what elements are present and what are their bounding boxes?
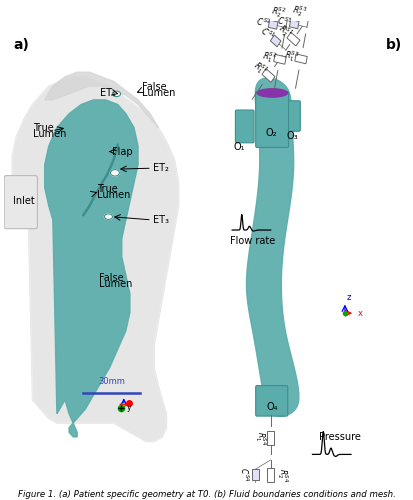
Text: Figure 1. (a) Patient specific geometry at T0. (b) Fluid boundaries conditions a: Figure 1. (a) Patient specific geometry … [18,490,395,499]
Text: a): a) [13,38,29,52]
Text: True: True [33,122,53,132]
Text: False: False [99,272,124,282]
Text: $R_2^{S2}$: $R_2^{S2}$ [269,3,286,20]
FancyBboxPatch shape [289,20,298,29]
Ellipse shape [112,91,120,96]
FancyBboxPatch shape [255,386,287,416]
Text: Inlet: Inlet [13,196,34,206]
FancyBboxPatch shape [273,54,285,64]
Text: Pressure: Pressure [318,432,360,442]
Text: Lumen: Lumen [33,128,66,138]
Text: y: y [127,403,131,412]
Polygon shape [45,100,138,437]
Text: $R_2^{S1}$: $R_2^{S1}$ [275,22,295,42]
Polygon shape [12,77,178,442]
Text: z: z [345,294,350,302]
Text: $R_1^{S4}$: $R_1^{S4}$ [252,430,267,445]
Ellipse shape [256,89,287,97]
Text: $C^{S4}$: $C^{S4}$ [237,468,249,482]
Text: $R_1^{S1}$: $R_1^{S1}$ [249,58,270,78]
Text: Lumen: Lumen [96,190,130,200]
FancyBboxPatch shape [284,101,299,132]
Polygon shape [12,77,178,442]
FancyBboxPatch shape [264,101,278,129]
FancyBboxPatch shape [267,431,273,444]
Text: Lumen: Lumen [99,278,133,288]
Text: b): b) [385,38,401,52]
FancyBboxPatch shape [4,176,37,229]
Text: O₄: O₄ [266,402,277,412]
FancyBboxPatch shape [252,469,258,480]
Polygon shape [246,78,298,416]
Text: Flow rate: Flow rate [230,236,275,246]
FancyBboxPatch shape [267,468,273,481]
Text: $C^{S3}$: $C^{S3}$ [275,14,292,30]
Text: $C^{S2}$: $C^{S2}$ [254,14,271,30]
FancyBboxPatch shape [281,9,294,19]
FancyBboxPatch shape [261,68,274,82]
Polygon shape [45,72,158,128]
Text: $R_1^{S2}$: $R_1^{S2}$ [261,48,278,66]
FancyBboxPatch shape [294,54,306,64]
Text: $R_2^{S3}$: $R_2^{S3}$ [290,2,307,20]
Ellipse shape [110,170,119,176]
FancyBboxPatch shape [235,110,254,143]
Text: x: x [357,308,362,318]
Text: ET₁: ET₁ [100,88,116,98]
FancyBboxPatch shape [286,32,299,46]
Text: O₁: O₁ [233,142,244,152]
FancyBboxPatch shape [302,8,315,18]
Text: ET₂: ET₂ [152,163,168,173]
Text: $R_1^{S3}$: $R_1^{S3}$ [282,48,299,65]
Text: True: True [96,184,117,194]
Ellipse shape [104,214,112,220]
Text: O₂: O₂ [265,128,277,138]
Text: False: False [142,82,166,92]
Text: Lumen: Lumen [142,88,175,98]
Text: 30mm: 30mm [98,377,125,386]
Text: Flap: Flap [112,146,132,156]
Text: O₃: O₃ [286,131,297,141]
Text: $C^{S1}$: $C^{S1}$ [258,24,276,43]
Text: ET₃: ET₃ [152,215,168,225]
FancyBboxPatch shape [255,92,288,148]
FancyBboxPatch shape [268,20,277,29]
Text: $R_2^{S4}$: $R_2^{S4}$ [274,468,289,482]
FancyBboxPatch shape [270,35,280,47]
